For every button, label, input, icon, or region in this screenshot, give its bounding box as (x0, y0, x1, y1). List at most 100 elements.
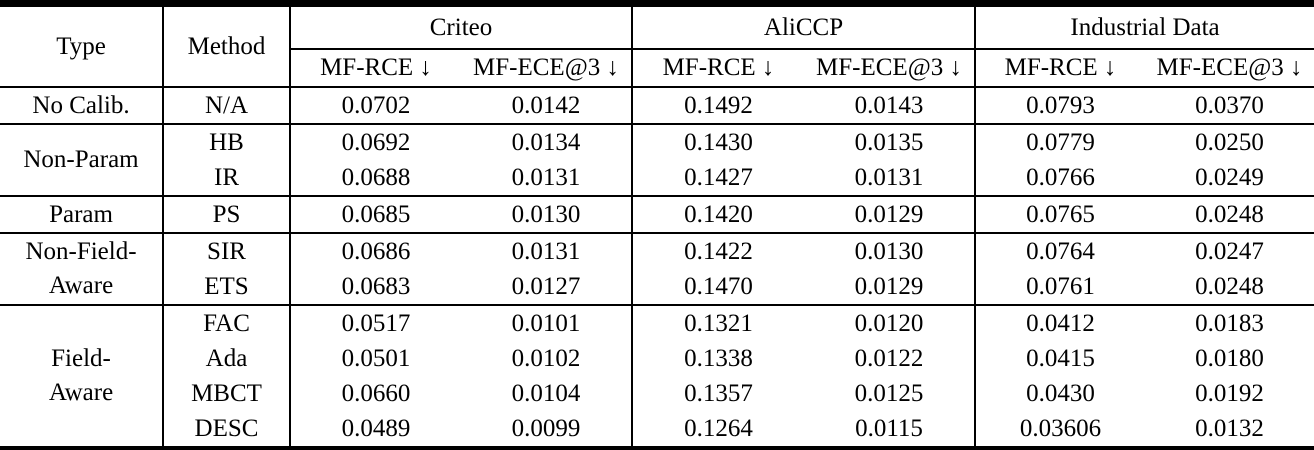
value-cell: 0.1427 (632, 160, 804, 197)
value-cell: 0.0129 (804, 196, 977, 234)
value-cell: 0.0248 (1145, 269, 1314, 306)
type-cell-non-field-aware: Non-Field- Aware (0, 233, 164, 306)
metric-header-industrial-mf-ece: MF-ECE@3 ↓ (1145, 49, 1314, 88)
row-no-calib: No Calib. N/A 0.0702 0.0142 0.1492 0.014… (0, 87, 1314, 125)
value-cell: 0.0370 (1145, 87, 1314, 125)
row-ada: Ada 0.0501 0.0102 0.1338 0.0122 0.0415 0… (0, 341, 1314, 376)
value-cell: 0.0131 (461, 160, 633, 197)
row-ir: IR 0.0688 0.0131 0.1427 0.0131 0.0766 0.… (0, 160, 1314, 197)
value-cell: 0.0143 (804, 87, 977, 125)
value-cell: 0.0183 (1195, 309, 1264, 337)
value-cell: 0.0761 (975, 269, 1146, 306)
metric-header-aliccp-mf-ece: MF-ECE@3 ↓ (804, 49, 977, 88)
value-cell: 0.0765 (975, 196, 1146, 234)
type-cell-field-aware: Field- Aware (0, 305, 164, 450)
value-cell-best: 0.0115 (804, 411, 977, 450)
value-cell: 0.0180 (1195, 344, 1264, 372)
value-cell: 0.0125 (804, 376, 977, 411)
value-cell: 0.0192 (1195, 379, 1264, 407)
value-cell: 0.1470 (632, 269, 804, 306)
value-cell: 0.0250 (1195, 128, 1264, 156)
value-cell: 0.0102 (461, 341, 633, 376)
group-header-industrial: Industrial Data (975, 3, 1314, 50)
value-cell: 0.1338 (684, 344, 753, 372)
value-cell: 0.0430 (1026, 379, 1095, 407)
value-cell: 0.0764 (1026, 237, 1095, 265)
metric-header-criteo-mf-rce: MF-RCE ↓ (290, 49, 461, 88)
row-sir: Non-Field- Aware SIR 0.0686 0.0131 0.142… (0, 233, 1314, 306)
value-cell: 0.0779 (1026, 128, 1095, 156)
value-cell: 0.0660 (341, 379, 411, 407)
value-cell: 0.1430 (684, 128, 753, 156)
value-cell: 0.0134 (461, 124, 633, 160)
value-cell: 0.1357 (684, 379, 753, 407)
metric-header-criteo-mf-ece: MF-ECE@3 ↓ (461, 49, 633, 88)
value-cell-best: 0.0099 (461, 411, 633, 450)
method-cell-sir: SIR (163, 233, 291, 269)
value-cell: 0.0688 (290, 160, 461, 197)
value-cell: 0.0120 (804, 305, 977, 341)
method-cell-ir: IR (163, 160, 291, 197)
row-desc: DESC 0.0489 0.0099 0.1264 0.0115 0.03606… (0, 411, 1314, 450)
value-cell: 0.0683 (290, 269, 461, 306)
type-column-header: Type (0, 3, 164, 88)
value-cell: 0.0248 (1145, 196, 1314, 234)
value-cell: 0.0517 (341, 309, 411, 337)
value-cell: 0.0104 (461, 376, 633, 411)
method-cell-mbct: MBCT (163, 376, 291, 411)
value-cell-best: 0.1264 (684, 414, 753, 442)
value-cell: 0.0686 (341, 237, 411, 265)
method-column-header: Method (163, 3, 291, 88)
value-cell: 0.1321 (684, 309, 753, 337)
value-cell: 0.0501 (341, 344, 411, 372)
header-group-row: Type Method Criteo AliCCP Industrial Dat… (0, 3, 1314, 88)
method-cell-na: N/A (163, 87, 291, 125)
type-cell-param: Param (0, 196, 164, 234)
value-cell: 0.1422 (684, 237, 753, 265)
value-cell-best: 0.0489 (341, 414, 411, 442)
value-cell: 0.0130 (804, 233, 977, 269)
group-header-aliccp: AliCCP (632, 3, 977, 50)
method-cell-ets: ETS (163, 269, 291, 306)
metric-header-industrial-mf-rce: MF-RCE ↓ (975, 49, 1146, 88)
method-cell-ps: PS (163, 196, 291, 234)
header-metric-row: MF-RCE ↓ MF-ECE@3 ↓ MF-RCE ↓ MF-ECE@3 ↓ … (0, 49, 1314, 88)
value-cell-best: 0.0132 (1195, 414, 1264, 442)
value-cell: 0.0142 (461, 87, 633, 125)
type-cell-no-calib: No Calib. (0, 87, 164, 125)
method-cell-hb: HB (163, 124, 291, 160)
metric-header-aliccp-mf-rce: MF-RCE ↓ (632, 49, 804, 88)
value-cell: 0.0415 (1026, 344, 1095, 372)
row-ets: ETS 0.0683 0.0127 0.1470 0.0129 0.0761 0… (0, 269, 1314, 306)
type-cell-non-param: Non-Param (0, 124, 164, 197)
row-hb: Non-Param HB 0.0692 0.0134 0.1430 0.0135… (0, 124, 1314, 197)
value-cell: 0.0122 (804, 341, 977, 376)
value-cell: 0.0692 (341, 128, 411, 156)
value-cell: 0.0131 (804, 160, 977, 197)
method-cell-fac: FAC (163, 305, 291, 341)
value-cell: 0.0249 (1145, 160, 1314, 197)
row-ps: Param PS 0.0685 0.0130 0.1420 0.0129 0.0… (0, 196, 1314, 234)
value-cell: 0.0101 (461, 305, 633, 341)
value-cell: 0.0702 (290, 87, 461, 125)
row-fac: Field- Aware FAC 0.0517 0.0101 0.1321 0.… (0, 305, 1314, 450)
method-cell-ada: Ada (163, 341, 291, 376)
value-cell: 0.0412 (1026, 309, 1095, 337)
row-mbct: MBCT 0.0660 0.0104 0.1357 0.0125 0.0430 … (0, 376, 1314, 411)
value-cell: 0.0130 (461, 196, 633, 234)
value-cell: 0.1492 (632, 87, 804, 125)
value-cell: 0.0131 (461, 233, 633, 269)
value-cell: 0.0793 (975, 87, 1146, 125)
value-cell: 0.0135 (804, 124, 977, 160)
method-cell-desc: DESC (163, 411, 291, 450)
group-header-criteo: Criteo (290, 3, 633, 50)
value-cell-best: 0.03606 (1019, 414, 1102, 442)
value-cell: 0.0685 (290, 196, 461, 234)
value-cell: 0.0127 (461, 269, 633, 306)
value-cell: 0.0766 (975, 160, 1146, 197)
value-cell: 0.0129 (804, 269, 977, 306)
value-cell: 0.0247 (1195, 237, 1264, 265)
value-cell: 0.1420 (632, 196, 804, 234)
